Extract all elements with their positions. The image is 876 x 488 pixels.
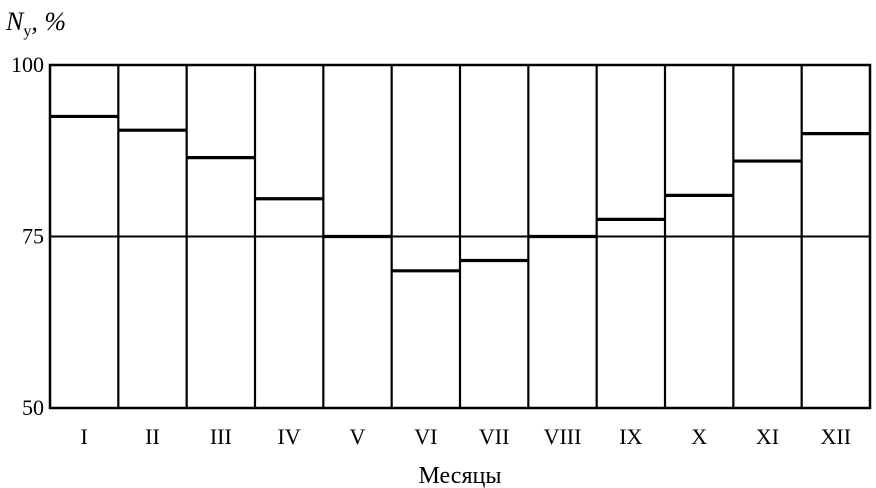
y-axis-symbol: N	[5, 7, 25, 36]
x-axis-label: Месяцы	[419, 463, 502, 488]
x-tick-label: VIII	[544, 424, 582, 449]
y-axis-subscript: у	[23, 23, 31, 40]
x-tick-label: X	[691, 424, 707, 449]
y-axis-label: Nу, %	[5, 7, 66, 40]
x-tick-label: V	[350, 424, 366, 449]
y-tick-labels: 50 75 100	[11, 52, 44, 420]
y-tick-label: 75	[22, 224, 44, 249]
x-tick-labels: I II III IV V VI VII VIII IX X XI XII	[81, 424, 852, 449]
y-axis-unit: , %	[31, 7, 66, 36]
x-tick-label: I	[81, 424, 88, 449]
x-tick-label: VII	[479, 424, 510, 449]
x-tick-label: XII	[821, 424, 852, 449]
x-tick-label: IX	[619, 424, 642, 449]
x-tick-label: XI	[756, 424, 779, 449]
x-tick-label: VI	[414, 424, 437, 449]
x-tick-label: III	[210, 424, 232, 449]
bars	[50, 114, 870, 273]
y-tick-label: 50	[22, 395, 44, 420]
x-tick-label: IV	[278, 424, 301, 449]
x-tick-label: II	[145, 424, 160, 449]
y-tick-label: 100	[11, 52, 44, 77]
